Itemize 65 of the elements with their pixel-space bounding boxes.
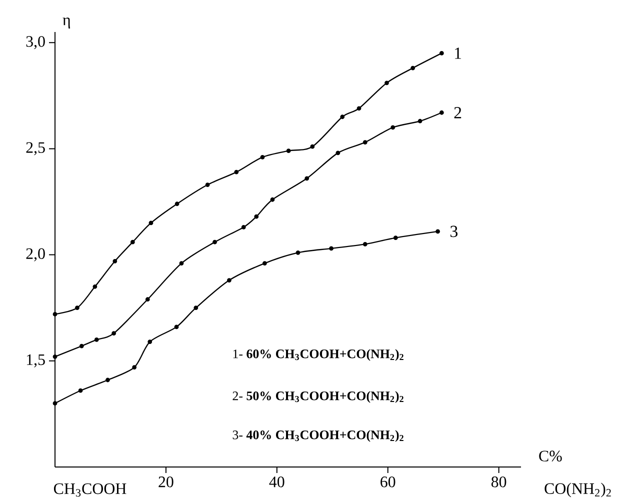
point (329, 246, 334, 251)
point (410, 66, 416, 70)
point (174, 202, 180, 206)
point (148, 340, 152, 344)
point (286, 148, 291, 154)
point (418, 118, 422, 124)
point (390, 125, 396, 130)
point (52, 401, 58, 406)
series-label: 1 (455, 48, 462, 59)
point (194, 306, 198, 310)
x-axis-title: C% (539, 450, 562, 462)
point (130, 240, 135, 244)
series-label: 3 (450, 226, 458, 238)
point (79, 344, 84, 348)
point (145, 297, 150, 302)
point (52, 354, 58, 359)
series-label: 2 (454, 107, 462, 118)
point (75, 306, 80, 310)
point (254, 214, 259, 219)
point (92, 284, 98, 289)
point (260, 155, 265, 160)
x-tick-label: 60 (380, 476, 396, 488)
point (362, 140, 368, 145)
point (205, 182, 210, 187)
point (78, 388, 83, 393)
point (262, 261, 267, 266)
point (179, 261, 184, 266)
text: 2- 50% CH$_{3}$COOH+CO(NH$_{2}$)$_{2}$ (232, 391, 404, 403)
point (439, 51, 444, 56)
point (241, 225, 246, 230)
point (106, 378, 110, 382)
y-tick-label: 2,5 (26, 142, 45, 156)
text: CO(NH$_{2}$)$_{2}$ (544, 482, 611, 498)
text: 1- 60% CH$_{3}$COOH+CO(NH$_{2}$)$_{2}$ (233, 349, 404, 361)
point (340, 114, 345, 120)
point (212, 240, 217, 244)
x-tick-label: 40 (269, 476, 284, 488)
point (393, 236, 398, 240)
point (296, 250, 300, 255)
text: 3- 40% CH$_{3}$COOH+CO(NH$_{2}$)$_{2}$ (232, 430, 404, 442)
point (132, 365, 137, 370)
x-tick-label: 20 (158, 476, 174, 488)
point (384, 80, 389, 86)
x-tick-label: 80 (491, 476, 506, 488)
point (304, 176, 310, 181)
point (310, 144, 315, 149)
point (52, 312, 58, 316)
point (270, 197, 275, 202)
y-tick-label: 1,5 (26, 354, 45, 368)
y-axis-title: η (62, 18, 70, 28)
y-tick-label: 2,0 (26, 248, 45, 262)
point (174, 324, 179, 330)
y-tick-label: 3,0 (26, 36, 45, 50)
point (362, 242, 368, 246)
point (112, 258, 118, 264)
point (336, 150, 340, 156)
point (148, 220, 154, 226)
text: CH$_{3}$COOH (54, 483, 126, 497)
point (227, 278, 232, 282)
point (234, 170, 239, 174)
point (356, 106, 362, 111)
point (436, 229, 440, 234)
point (94, 337, 99, 342)
point (439, 110, 444, 115)
point (112, 331, 116, 336)
